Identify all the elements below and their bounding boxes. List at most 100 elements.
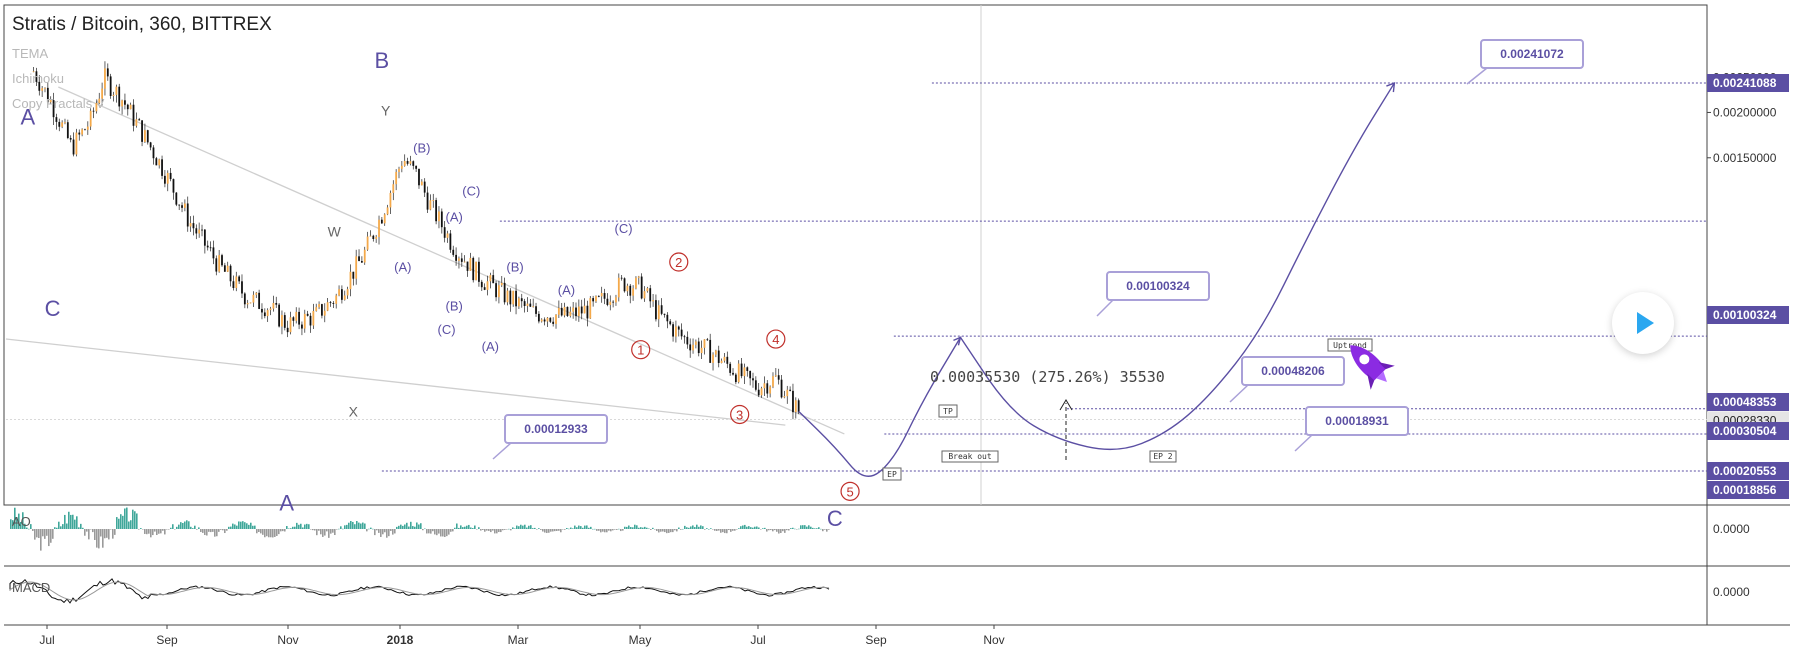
ao-bar-9: [28, 528, 30, 530]
ao-bar-76: [162, 529, 164, 531]
ao-bar-399: [808, 525, 810, 529]
candle-body-127: [395, 171, 398, 185]
ao-bar-135: [280, 529, 282, 532]
ao-bar-115: [240, 521, 242, 529]
indicator-copy-fractals[interactable]: Copy Fractals V: [12, 96, 105, 111]
ao-bar-251: [512, 527, 514, 529]
ao-bar-139: [288, 528, 290, 529]
ao-bar-93: [196, 529, 198, 530]
ao-bar-62: [134, 511, 136, 529]
ao-bar-216: [442, 529, 444, 537]
candle-body-117: [366, 236, 369, 250]
ao-bar-309: [628, 525, 630, 529]
ao-bar-390: [790, 528, 792, 529]
ao-bar-77: [164, 529, 166, 535]
ao-bar-18: [46, 529, 48, 536]
ao-bar-133: [276, 529, 278, 536]
play-button[interactable]: [1612, 292, 1674, 354]
ao-bar-87: [184, 521, 186, 529]
candle-body-136: [420, 181, 423, 186]
candle-body-265: [789, 389, 792, 391]
x-tick-label-5: May: [629, 633, 652, 647]
price-tag-4: 0.00020553: [1713, 464, 1777, 478]
ao-bar-151: [312, 529, 314, 531]
ao-bar-276: [562, 529, 564, 530]
candle-body-199: [600, 293, 603, 297]
candle-body-245: [732, 372, 734, 375]
ao-bar-35: [80, 523, 82, 529]
callout-box-1: [1106, 271, 1210, 301]
wave-label-15: (B): [506, 259, 523, 274]
indicator-ichimoku[interactable]: Ichimoku: [12, 71, 65, 86]
ao-bar-92: [194, 525, 196, 529]
candle-body-12: [66, 122, 69, 139]
candle-body-164: [500, 282, 503, 286]
ao-bar-180: [370, 527, 372, 529]
candle-body-151: [463, 261, 466, 263]
ao-bar-69: [148, 529, 150, 534]
ao-bar-273: [556, 529, 558, 531]
candle-body-192: [580, 306, 583, 314]
ao-bar-37: [84, 529, 86, 536]
ao-bar-161: [332, 529, 334, 533]
ao-bar-49: [108, 529, 110, 540]
ao-bar-259: [528, 525, 530, 529]
candle-body-13: [69, 138, 72, 140]
ao-bar-353: [716, 529, 718, 531]
x-tick-label-6: Jul: [750, 633, 765, 647]
ao-bar-114: [238, 521, 240, 529]
ao-bar-155: [320, 529, 322, 535]
ao-bar-240: [490, 529, 492, 533]
candle-body-53: [183, 203, 186, 208]
ao-bar-162: [334, 529, 336, 536]
ao-bar-334: [678, 527, 680, 529]
ao-bar-80: [170, 527, 172, 529]
candle-body-238: [712, 354, 714, 363]
ao-bar-72: [154, 529, 156, 532]
ao-bar-24: [58, 521, 60, 529]
ao-bar-197: [404, 524, 406, 529]
candle-body-264: [786, 389, 789, 397]
wave-label-7: C: [827, 506, 843, 531]
ao-bar-331: [672, 529, 674, 533]
ao-bar-42: [94, 529, 96, 540]
ao-bar-91: [192, 528, 194, 529]
candle-body-195: [589, 298, 592, 319]
candle-body-2: [38, 81, 41, 91]
candle-body-61: [206, 245, 209, 248]
candle-body-183: [555, 314, 557, 324]
ao-bar-337: [684, 525, 686, 529]
ao-bar-212: [434, 529, 436, 535]
candle-body-120: [375, 236, 378, 239]
indicator-tema[interactable]: TEMA: [12, 46, 49, 61]
ao-bar-275: [560, 529, 562, 533]
candle-body-108: [341, 289, 343, 300]
ao-bar-363: [736, 529, 738, 530]
candle-body-241: [720, 360, 723, 363]
candle-body-90: [289, 317, 292, 333]
candle-body-125: [389, 192, 392, 208]
ao-bar-20: [50, 529, 52, 543]
ao-bar-381: [772, 529, 774, 532]
ao-bar-41: [92, 529, 94, 533]
candle-body-121: [378, 219, 380, 237]
ao-bar-270: [550, 529, 552, 532]
ao-bar-198: [406, 522, 408, 529]
candle-body-231: [692, 344, 694, 351]
candle-body-171: [520, 298, 523, 302]
ao-bar-361: [732, 529, 734, 531]
candle-body-25: [104, 68, 106, 89]
candle-body-37: [138, 119, 141, 121]
ao-bar-23: [56, 527, 58, 529]
ao-bar-89: [188, 521, 190, 529]
candle-body-24: [101, 88, 103, 99]
ao-bar-297: [604, 529, 606, 533]
ao-bar-192: [394, 529, 396, 534]
ao-bar-3: [16, 517, 18, 529]
ao-bar-45: [100, 529, 102, 537]
ao-bar-352: [714, 529, 716, 531]
candle-body-239: [714, 350, 717, 355]
ao-bar-86: [182, 523, 184, 529]
ao-bar-164: [338, 528, 340, 530]
